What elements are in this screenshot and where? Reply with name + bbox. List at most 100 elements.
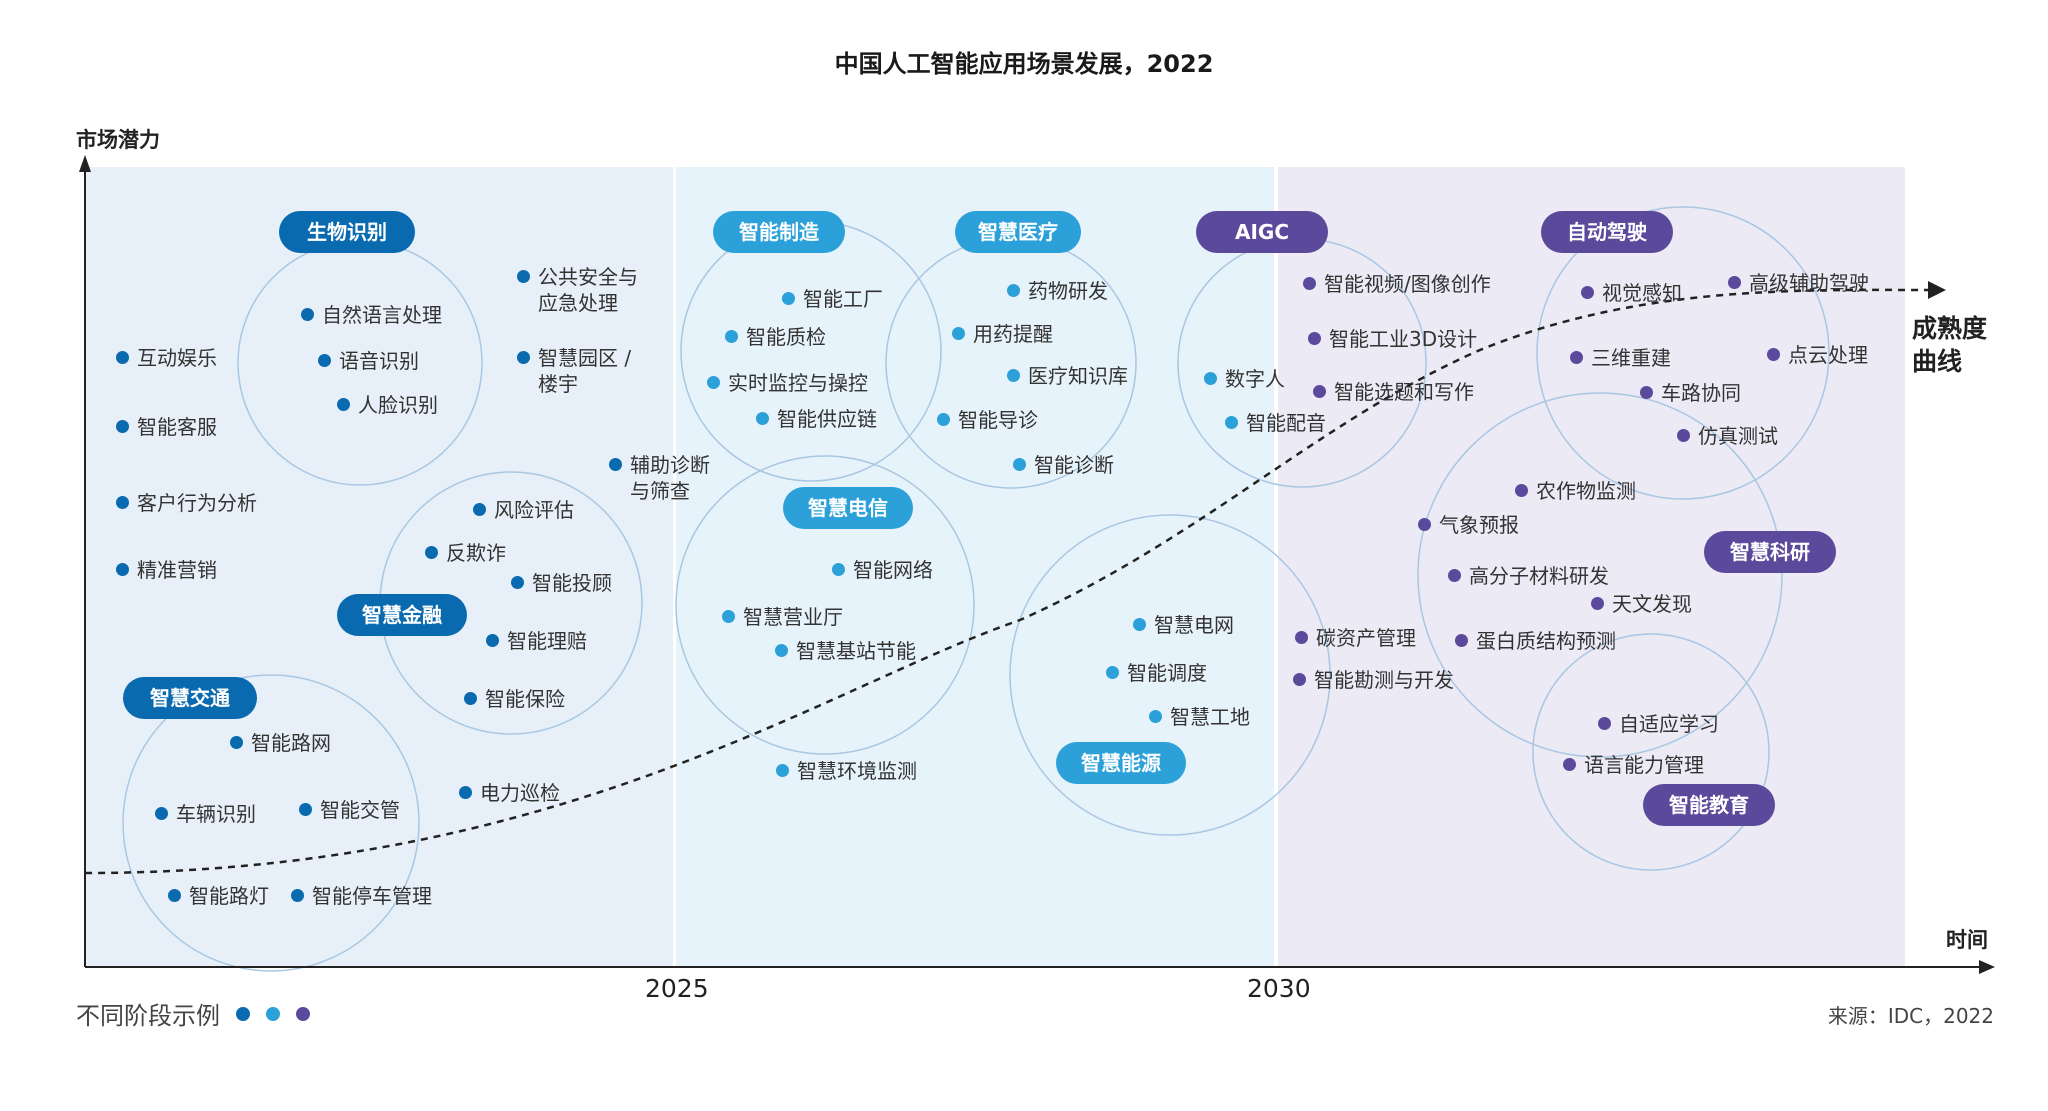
cluster-label: 自动驾驶 [1541, 211, 1673, 253]
stage-bullet [116, 351, 129, 364]
legend-dot-stage2 [266, 1006, 280, 1021]
scenario-label: 语言能力管理 [1584, 753, 1704, 777]
scenario-label: 碳资产管理 [1316, 626, 1416, 650]
stage-bullet [473, 503, 486, 516]
cluster-label: 智慧电信 [783, 487, 913, 529]
scenario-item: 医疗知识库 [1007, 363, 1128, 389]
stage-bullet [609, 458, 622, 471]
research-circle [1417, 392, 1783, 758]
scenario-label: 风险评估 [494, 498, 574, 522]
scenario-item: 公共安全与 应急处理 [517, 264, 638, 316]
stage-bullet [1640, 386, 1653, 399]
scenario-item: 蛋白质结构预测 [1455, 628, 1616, 654]
education-circle [1532, 633, 1770, 871]
scenario-item: 智能理赔 [486, 628, 587, 654]
stage-bullet [318, 354, 331, 367]
scenario-item: 互动娱乐 [116, 345, 217, 371]
scenario-label: 客户行为分析 [137, 491, 257, 515]
scenario-item: 智能配音 [1225, 410, 1326, 436]
scenario-label: 视觉感知 [1602, 281, 1682, 305]
stage-bullet [1133, 618, 1146, 631]
stage-bullet [1418, 518, 1431, 531]
stage-band-2 [676, 167, 1274, 967]
scenario-label: 实时监控与操控 [728, 371, 868, 395]
stage-bullet [775, 644, 788, 657]
stage-band-1 [85, 167, 673, 967]
scenario-item: 智慧工地 [1149, 704, 1250, 730]
source-note: 来源：IDC，2022 [1827, 1004, 1994, 1028]
scenario-label: 智能停车管理 [312, 884, 432, 908]
scenario-label: 数字人 [1225, 367, 1285, 391]
scenario-item: 智能质检 [725, 324, 826, 350]
scenario-label: 智能质检 [746, 325, 826, 349]
stage-bullet [1007, 284, 1020, 297]
scenario-label: 三维重建 [1591, 346, 1671, 370]
scenario-label: 智能导诊 [958, 408, 1038, 432]
scenario-item: 高级辅助驾驶 [1728, 270, 1869, 296]
cluster-label: 智能教育 [1643, 784, 1775, 826]
stage-bullet [1598, 717, 1611, 730]
stage-bullet [337, 398, 350, 411]
maturity-curve-label: 成熟度 曲线 [1912, 314, 1988, 376]
stage-bullet [291, 889, 304, 902]
scenario-label: 智能诊断 [1034, 453, 1114, 477]
scenario-label: 智能供应链 [777, 407, 877, 431]
scenario-label: 医疗知识库 [1028, 364, 1128, 388]
stage-bullet [168, 889, 181, 902]
stage-legend: 不同阶段示例 [76, 996, 310, 1031]
energy-circle [1009, 514, 1331, 836]
stage-bullet [937, 413, 950, 426]
stage-bullet [459, 786, 472, 799]
scenario-item: 风险评估 [473, 497, 574, 523]
cluster-label: 智慧能源 [1056, 742, 1186, 784]
cluster-label: AIGC [1196, 211, 1328, 253]
scenario-item: 自然语言处理 [301, 302, 442, 328]
stage-bullet [1677, 429, 1690, 442]
scenario-label: 智能勘测与开发 [1314, 668, 1454, 692]
scenario-item: 精准营销 [116, 557, 217, 583]
stage-bullet [782, 292, 795, 305]
scenario-item: 智能工业3D设计 [1308, 326, 1477, 352]
scenario-label: 辅助诊断 与筛查 [630, 453, 710, 503]
scenario-item: 智能停车管理 [291, 883, 432, 909]
scenario-item: 客户行为分析 [116, 490, 257, 516]
scenario-item: 实时监控与操控 [707, 370, 868, 396]
stage-bullet [425, 546, 438, 559]
legend-label: 不同阶段示例 [76, 1002, 220, 1030]
scenario-item: 智能勘测与开发 [1293, 667, 1454, 693]
scenario-label: 农作物监测 [1536, 479, 1636, 503]
scenario-item: 人脸识别 [337, 392, 438, 418]
scenario-label: 智能选题和写作 [1334, 380, 1474, 404]
scenario-label: 人脸识别 [358, 393, 438, 417]
stage-bullet [1313, 385, 1326, 398]
scenario-item: 智能路网 [230, 730, 331, 756]
stage-bullet [116, 496, 129, 509]
cluster-label: 智慧医疗 [955, 211, 1081, 253]
cluster-label: 生物识别 [279, 211, 415, 253]
stage-bullet [776, 764, 789, 777]
scenario-item: 智能诊断 [1013, 452, 1114, 478]
stage-bullet [1106, 666, 1119, 679]
scenario-item: 农作物监测 [1515, 478, 1636, 504]
scenario-label: 智能调度 [1127, 661, 1207, 685]
chart-title: 中国人工智能应用场景发展，2022 [834, 50, 1214, 78]
scenario-item: 电力巡检 [459, 780, 560, 806]
scenario-item: 智能保险 [464, 686, 565, 712]
scenario-item: 仿真测试 [1677, 423, 1778, 449]
scenario-item: 智能选题和写作 [1313, 379, 1474, 405]
autodrive-circle [1536, 206, 1830, 500]
scenario-item: 智能投顾 [511, 570, 612, 596]
stage-bullet [511, 576, 524, 589]
scenario-item: 药物研发 [1007, 278, 1108, 304]
scenario-item: 碳资产管理 [1295, 625, 1416, 651]
traffic-circle [122, 674, 420, 972]
scenario-item: 天文发现 [1591, 591, 1692, 617]
scenario-item: 反欺诈 [425, 540, 506, 566]
scenario-label: 智能工厂 [803, 287, 883, 311]
scenario-item: 智能网络 [832, 557, 933, 583]
scenario-label: 智能配音 [1246, 411, 1326, 435]
scenario-item: 用药提醒 [952, 321, 1053, 347]
stage-bullet [756, 412, 769, 425]
scenario-label: 智慧工地 [1170, 705, 1250, 729]
telecom-circle [675, 455, 975, 755]
